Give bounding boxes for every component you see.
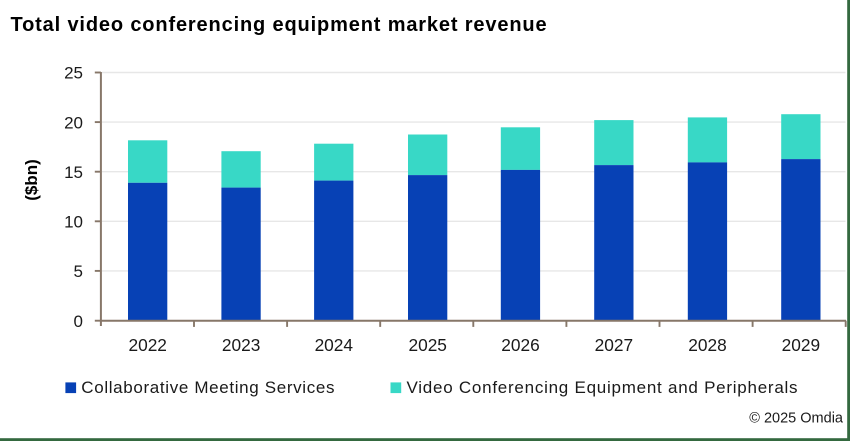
svg-text:20: 20 bbox=[64, 113, 83, 132]
svg-text:5: 5 bbox=[74, 262, 83, 281]
svg-text:0: 0 bbox=[74, 312, 83, 331]
svg-text:2028: 2028 bbox=[688, 335, 726, 355]
svg-text:10: 10 bbox=[64, 213, 83, 232]
svg-text:2026: 2026 bbox=[501, 335, 539, 355]
svg-text:2022: 2022 bbox=[128, 335, 166, 355]
svg-text:2027: 2027 bbox=[595, 335, 633, 355]
svg-text:© 2025 Omdia: © 2025 Omdia bbox=[749, 411, 844, 427]
svg-text:Collaborative Meeting Services: Collaborative Meeting Services bbox=[81, 378, 335, 397]
svg-text:2024: 2024 bbox=[315, 335, 354, 355]
svg-text:($bn): ($bn) bbox=[22, 159, 41, 201]
svg-text:Video Conferencing Equipment a: Video Conferencing Equipment and Periphe… bbox=[407, 378, 799, 397]
svg-text:Total video conferencing equip: Total video conferencing equipment marke… bbox=[11, 14, 548, 36]
svg-text:2025: 2025 bbox=[408, 335, 446, 355]
svg-text:2023: 2023 bbox=[222, 335, 260, 355]
svg-text:2029: 2029 bbox=[782, 335, 820, 355]
svg-text:25: 25 bbox=[64, 64, 83, 83]
svg-text:15: 15 bbox=[64, 163, 83, 182]
